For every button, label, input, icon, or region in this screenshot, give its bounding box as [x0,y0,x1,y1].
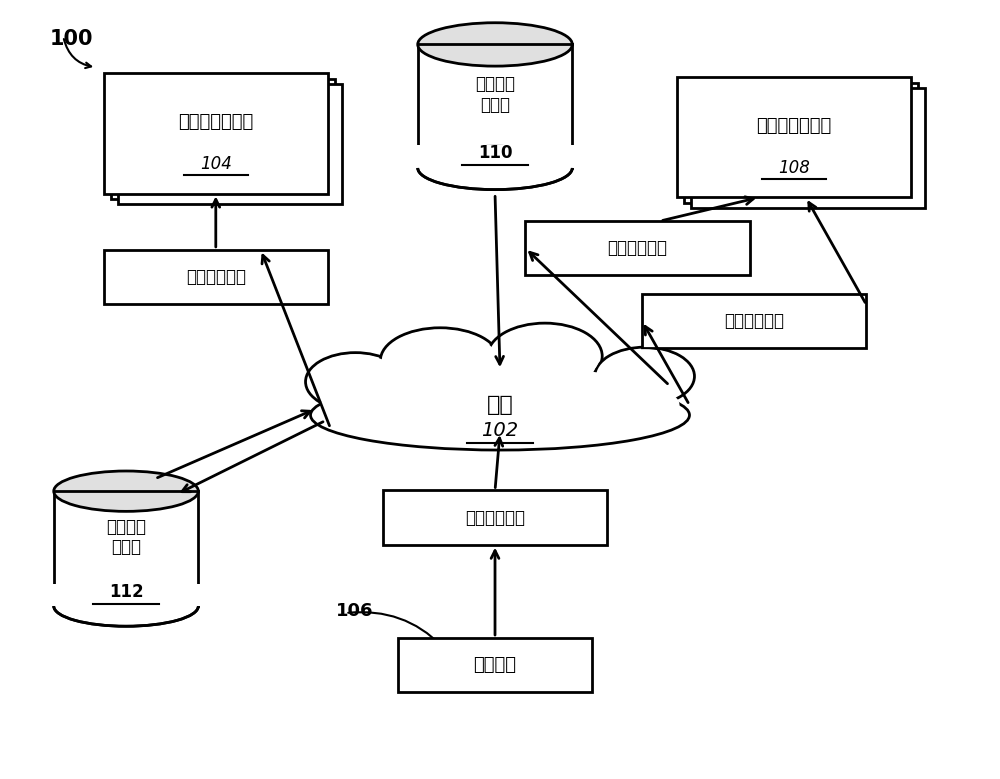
Text: 106: 106 [335,601,373,620]
Bar [677,77,911,197]
Text: 108: 108 [778,159,810,178]
Text: 数字组件
数据库: 数字组件 数据库 [106,517,146,556]
Ellipse shape [311,380,689,450]
Bar [111,79,335,199]
Ellipse shape [490,325,600,387]
Text: 112: 112 [109,583,143,601]
Bar [383,491,607,545]
Text: 数字内容
数据库: 数字内容 数据库 [475,75,515,114]
Ellipse shape [380,328,500,393]
Ellipse shape [308,354,403,409]
Ellipse shape [54,471,198,511]
Text: 数字内容请求: 数字内容请求 [465,509,525,527]
Ellipse shape [306,353,405,411]
Text: 数字内容服务器: 数字内容服务器 [757,117,832,135]
Text: 110: 110 [478,144,512,162]
Bar [104,73,328,193]
Ellipse shape [418,146,572,189]
Text: 数字内容请求: 数字内容请求 [608,239,668,257]
Bar [418,44,572,168]
Ellipse shape [488,323,602,390]
Ellipse shape [597,349,692,404]
Ellipse shape [418,23,572,66]
Text: 数字组件请求: 数字组件请求 [724,312,784,330]
Bar [398,638,592,693]
Text: 用户设备: 用户设备 [474,656,517,674]
Bar [684,83,918,203]
Text: 数字组件请求: 数字组件请求 [186,268,246,286]
Text: 数字组件服务器: 数字组件服务器 [178,113,253,131]
Bar [52,584,200,606]
Bar [118,84,342,204]
Text: 100: 100 [49,29,93,48]
Text: 104: 104 [200,155,232,174]
Ellipse shape [320,366,680,444]
Text: 网络: 网络 [487,395,513,415]
Ellipse shape [383,330,498,392]
Bar [104,250,328,304]
Bar [642,294,866,348]
Text: 102: 102 [481,421,519,440]
Bar [54,492,198,606]
Ellipse shape [595,347,694,405]
Ellipse shape [54,586,198,626]
Bar [525,221,750,276]
Bar [691,88,925,208]
Bar [416,145,574,168]
